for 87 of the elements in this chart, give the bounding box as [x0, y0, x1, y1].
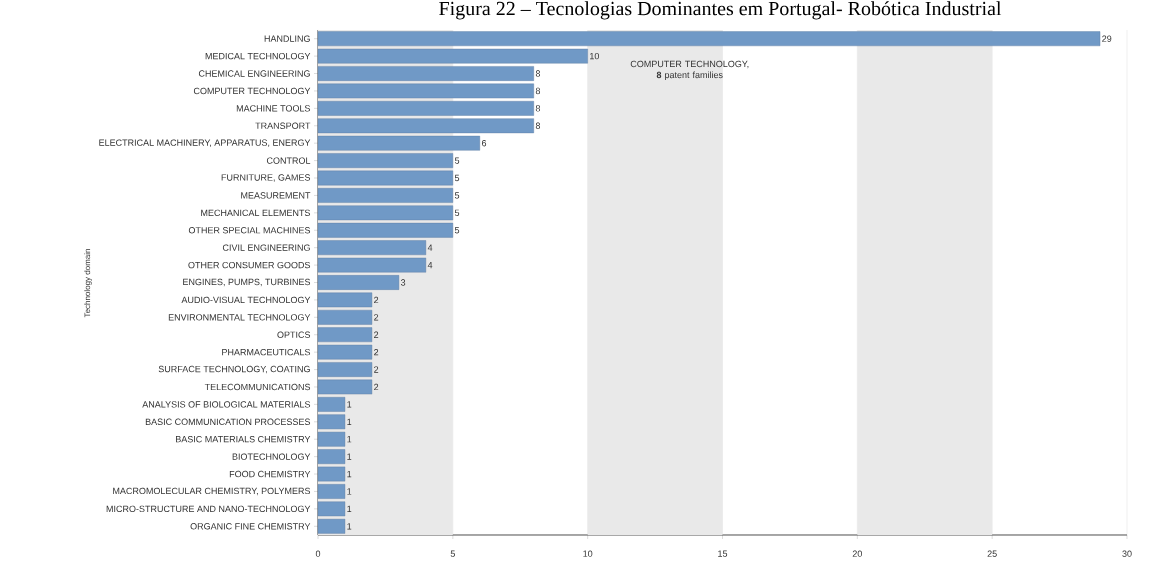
data-label: 2	[374, 331, 379, 338]
data-label: 1	[347, 470, 352, 478]
y-tick-label: OTHER CONSUMER GOODS	[188, 261, 311, 269]
annotation: COMPUTER TECHNOLOGY, 8 patent families	[630, 60, 749, 80]
bar	[317, 188, 454, 203]
data-label: 3	[400, 279, 406, 286]
y-tick-label: ENGINES, PUMPS, TURBINES	[183, 278, 311, 287]
y-tick-label: ANALYSIS OF BIOLOGICAL MATERIALS	[142, 401, 311, 408]
data-label: 5	[454, 227, 460, 234]
data-label: 2	[374, 383, 379, 391]
data-label: 4	[427, 261, 433, 269]
y-tick-label: MACHINE TOOLS	[236, 105, 311, 112]
bar	[317, 31, 1101, 47]
y-tick-label: MEASUREMENT	[241, 192, 311, 199]
bar	[317, 379, 373, 395]
y-tick-label: MECHANICAL ELEMENTS	[201, 209, 311, 217]
data-label: 4	[427, 244, 433, 251]
y-tick-label: ORGANIC FINE CHEMISTRY	[190, 523, 311, 530]
data-label: 2	[374, 366, 379, 373]
data-label: 8	[535, 87, 541, 95]
y-tick-label: MEDICAL TECHNOLOGY	[205, 52, 311, 60]
bar	[317, 466, 346, 482]
data-label: 1	[347, 505, 352, 512]
data-label: 2	[374, 314, 379, 321]
y-tick-label: MACROMOLECULAR CHEMISTRY, POLYMERS	[113, 487, 311, 496]
data-label: 1	[347, 488, 352, 495]
x-tick-label: 0	[315, 550, 321, 557]
x-tick-label: 10	[583, 550, 593, 557]
y-tick-label: FURNITURE, GAMES	[221, 174, 311, 182]
data-label: 1	[347, 401, 352, 408]
bar	[317, 83, 534, 99]
x-tick-label: 25	[987, 550, 997, 557]
data-label: 1	[347, 523, 352, 530]
bar	[317, 484, 346, 499]
bar	[317, 309, 373, 325]
y-tick-label: PHARMACEUTICALS	[222, 348, 311, 356]
bar	[317, 292, 373, 308]
y-tick-label: OPTICS	[277, 331, 311, 338]
y-tick-label: BASIC COMMUNICATION PROCESSES	[145, 418, 311, 425]
y-tick-label: COMPUTER TECHNOLOGY	[193, 87, 311, 95]
x-tick-label: 5	[450, 550, 455, 557]
bar	[317, 101, 534, 116]
bar	[317, 257, 427, 273]
y-tick-label: CIVIL ENGINEERING	[222, 244, 310, 251]
data-label: 1	[347, 453, 352, 460]
y-tick-label: TRANSPORT	[255, 122, 311, 129]
data-label: 2	[374, 349, 379, 356]
x-tick-label: 20	[852, 550, 862, 557]
data-label: 5	[454, 209, 460, 216]
bar	[317, 170, 454, 186]
y-tick-label: BIOTECHNOLOGY	[232, 453, 311, 460]
x-tick-label: 15	[718, 550, 728, 557]
x-tick-label: 30	[1122, 550, 1132, 557]
bar	[317, 275, 400, 290]
bar	[317, 449, 346, 464]
data-label: 1	[347, 436, 352, 443]
y-tick-label: BASIC MATERIALS CHEMISTRY	[176, 436, 311, 443]
chart-title: Figura 22 – Tecnologias Dominantes em Portugal- Robótica Industrial	[439, 1, 1002, 20]
data-label: 8	[535, 122, 541, 129]
y-tick-label: ENVIRONMENTAL TECHNOLOGY	[168, 314, 311, 321]
data-label: 29	[1102, 35, 1112, 42]
y-tick-label: AUDIO-VISUAL TECHNOLOGY	[181, 296, 311, 304]
y-tick-label: MICRO-STRUCTURE AND NANO-TECHNOLOGY	[106, 505, 311, 513]
y-axis-title: Technology domain	[84, 249, 92, 318]
data-label: 5	[454, 192, 460, 199]
data-label: 1	[347, 418, 352, 425]
y-tick-label: HANDLING	[264, 35, 310, 42]
y-tick-label: CONTROL	[266, 157, 311, 164]
y-tick-label: CHEMICAL ENGINEERING	[198, 70, 310, 77]
bar	[317, 362, 373, 377]
y-tick-label: TELECOMMUNICATIONS	[204, 383, 311, 391]
data-label: 8	[535, 105, 541, 112]
y-tick-label: ELECTRICAL MACHINERY, APPARATUS, ENERGY	[99, 139, 311, 147]
bar	[317, 153, 454, 168]
data-label: 8	[535, 70, 541, 77]
data-label: 10	[590, 52, 600, 60]
y-tick-label: FOOD CHEMISTRY	[229, 470, 311, 478]
y-tick-label: SURFACE TECHNOLOGY, COATING	[158, 365, 310, 374]
bar	[317, 48, 588, 64]
data-label: 5	[454, 174, 460, 182]
data-label: 2	[374, 296, 379, 304]
data-label: 6	[481, 139, 487, 147]
y-tick-label: OTHER SPECIAL MACHINES	[188, 227, 311, 234]
bar	[317, 66, 534, 81]
data-label: 5	[454, 157, 460, 164]
bar	[317, 397, 346, 412]
bar	[317, 240, 427, 256]
